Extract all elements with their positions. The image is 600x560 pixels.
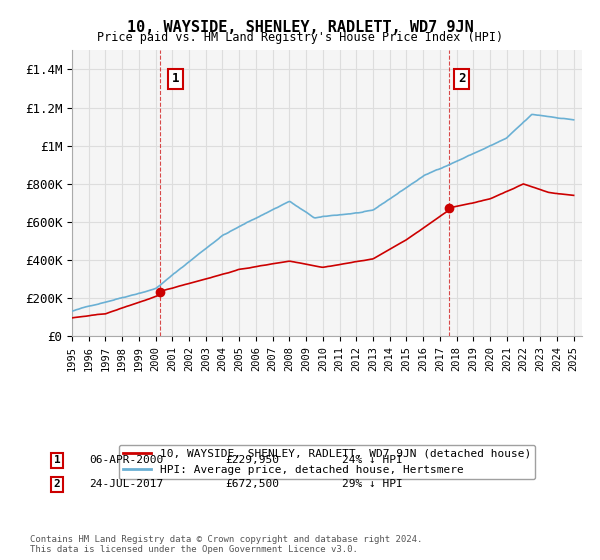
Text: £672,500: £672,500: [225, 479, 279, 489]
Text: 10, WAYSIDE, SHENLEY, RADLETT, WD7 9JN: 10, WAYSIDE, SHENLEY, RADLETT, WD7 9JN: [127, 20, 473, 35]
Text: 24% ↓ HPI: 24% ↓ HPI: [341, 455, 403, 465]
Text: 24-JUL-2017: 24-JUL-2017: [89, 479, 163, 489]
Text: 2: 2: [458, 72, 466, 86]
Text: 1: 1: [172, 72, 179, 86]
Text: 1: 1: [53, 455, 61, 465]
Legend: 10, WAYSIDE, SHENLEY, RADLETT, WD7 9JN (detached house), HPI: Average price, det: 10, WAYSIDE, SHENLEY, RADLETT, WD7 9JN (…: [119, 445, 535, 479]
Text: 2: 2: [53, 479, 61, 489]
Text: Price paid vs. HM Land Registry's House Price Index (HPI): Price paid vs. HM Land Registry's House …: [97, 31, 503, 44]
Text: £229,950: £229,950: [225, 455, 279, 465]
Text: 29% ↓ HPI: 29% ↓ HPI: [341, 479, 403, 489]
Text: 06-APR-2000: 06-APR-2000: [89, 455, 163, 465]
Text: Contains HM Land Registry data © Crown copyright and database right 2024.
This d: Contains HM Land Registry data © Crown c…: [30, 535, 422, 554]
